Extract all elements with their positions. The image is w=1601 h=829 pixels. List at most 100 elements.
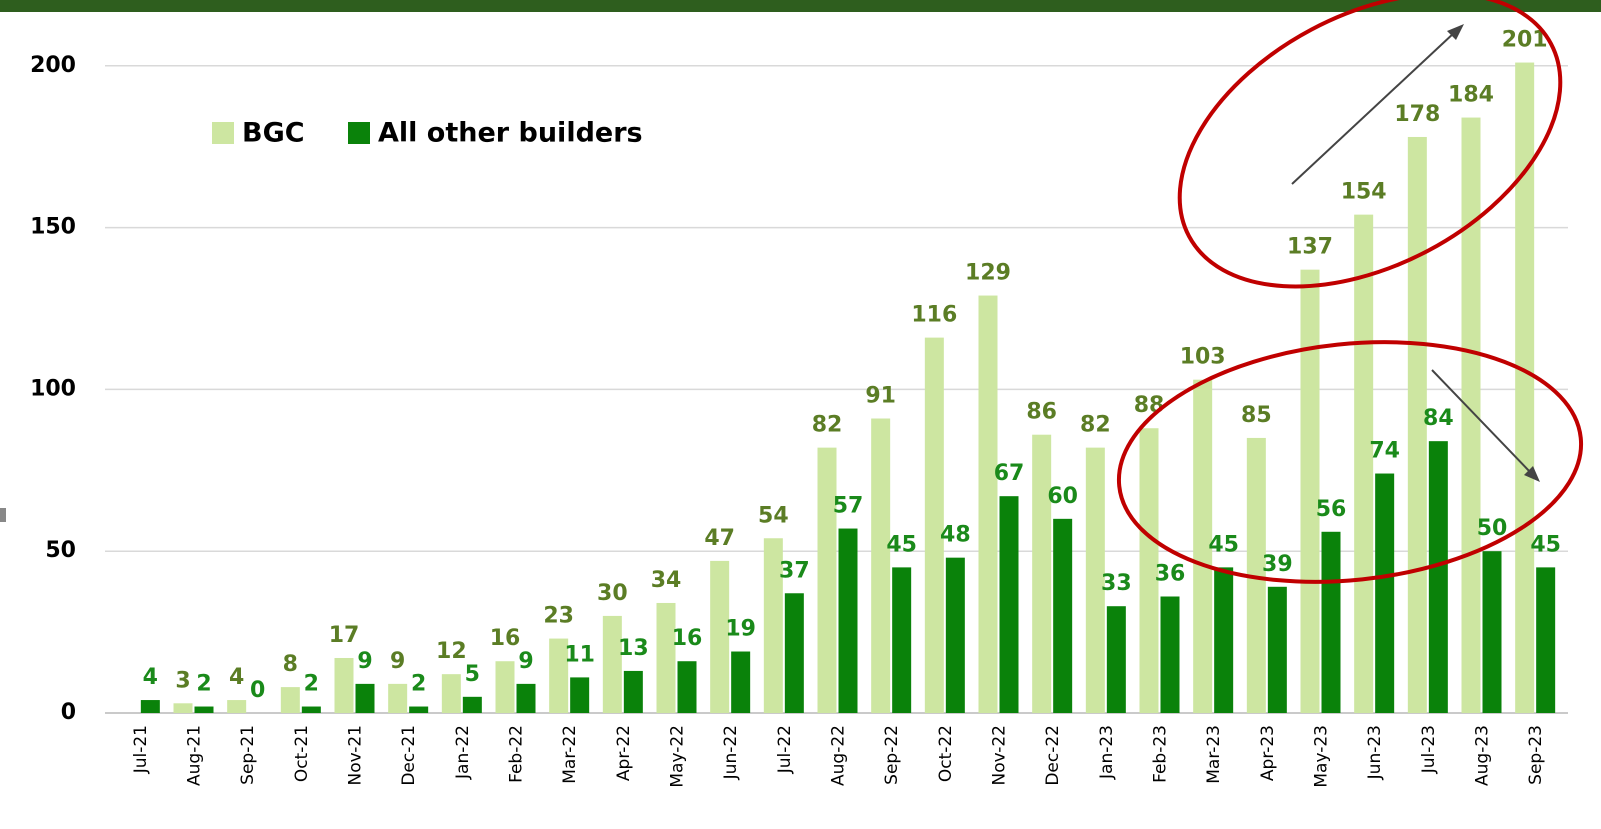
bar [978,295,998,713]
value-label: 54 [758,503,789,528]
value-label: 57 [833,494,864,519]
value-label: 16 [672,626,703,651]
value-label: 74 [1369,439,1400,464]
bar [516,683,536,713]
trend-arrow [1431,369,1533,475]
value-label: 5 [465,662,480,687]
bar [227,700,247,713]
bar [1300,269,1320,713]
value-label: 2 [411,672,426,697]
bar [495,661,515,713]
x-tick-label: Aug-23 [1473,725,1493,786]
x-tick-label: Mar-23 [1204,725,1224,784]
value-label: 17 [329,623,360,648]
value-label: 36 [1155,562,1186,587]
bar [1053,518,1073,713]
bar [1214,567,1234,713]
bar [462,696,482,713]
bar [1106,606,1126,713]
x-tick-label: Aug-21 [185,725,205,786]
bar [677,661,697,713]
legend-swatch [348,122,370,144]
arrow-head [1524,466,1540,482]
bar [656,602,676,713]
bar [999,496,1019,713]
value-label: 4 [229,665,244,690]
y-tick-label: 50 [45,538,76,563]
arrow-head [1447,24,1464,40]
value-label: 45 [886,532,917,557]
value-label: 56 [1316,497,1347,522]
highlight-ellipse [1177,0,1563,289]
edge-mark [0,508,6,522]
bar [140,700,160,713]
bar [1461,117,1481,714]
trend-arrow [1291,31,1456,185]
bar [549,638,569,713]
value-label: 45 [1208,532,1239,557]
bar [1193,379,1213,713]
value-label: 33 [1101,571,1132,596]
value-label: 2 [304,672,319,697]
x-tick-label: Mar-22 [560,725,580,784]
y-tick-label: 200 [30,53,76,78]
x-tick-label: Feb-23 [1151,725,1171,783]
value-label: 12 [436,639,467,664]
value-label: 84 [1423,406,1454,431]
bar [1085,447,1105,713]
value-label: 11 [564,642,595,667]
bar [388,683,408,713]
value-label: 23 [543,604,574,629]
value-label: 2 [196,672,211,697]
highlight-ellipse [1116,340,1584,584]
value-label: 129 [965,261,1011,286]
bar [892,567,912,713]
value-label: 39 [1262,552,1293,577]
y-tick-label: 150 [30,215,76,240]
bar [173,703,193,713]
x-tick-label: Feb-22 [507,725,527,783]
bar [784,593,804,713]
value-label: 48 [940,523,971,548]
value-label: 103 [1180,345,1226,370]
value-label: 37 [779,558,810,583]
value-label: 30 [597,581,628,606]
bar [945,557,965,713]
bar [1139,428,1159,713]
bar [731,651,751,713]
value-label: 85 [1241,403,1272,428]
x-tick-label: Nov-22 [990,725,1010,786]
bar [1375,473,1395,713]
legend-label: All other builders [378,118,643,149]
x-tick-label: May-23 [1312,725,1332,788]
bar [924,337,944,713]
bar [280,687,300,713]
bar [1267,586,1287,713]
y-tick-label: 0 [61,700,76,725]
x-tick-label: Jun-22 [721,725,741,780]
x-tick-label: Jan-23 [1097,725,1117,780]
value-label: 50 [1477,516,1508,541]
bar [763,538,783,713]
value-label: 8 [283,652,298,677]
value-label: 88 [1134,393,1165,418]
value-label: 16 [490,626,521,651]
x-tick-label: Jun-23 [1365,725,1385,780]
x-tick-label: Jan-22 [453,725,473,780]
value-label: 47 [704,526,735,551]
top-band [0,0,1601,12]
bar [602,615,622,713]
value-label: 116 [911,303,957,328]
value-label: 9 [357,649,372,674]
x-tick-label: Oct-22 [936,725,956,782]
x-tick-label: Jul-23 [1419,725,1439,774]
x-tick-label: Sep-23 [1526,725,1546,785]
bar [710,560,730,713]
value-label: 19 [725,617,756,642]
legend-label: BGC [242,118,305,149]
bar [1246,437,1266,713]
bar [355,683,375,713]
bar [570,677,590,713]
